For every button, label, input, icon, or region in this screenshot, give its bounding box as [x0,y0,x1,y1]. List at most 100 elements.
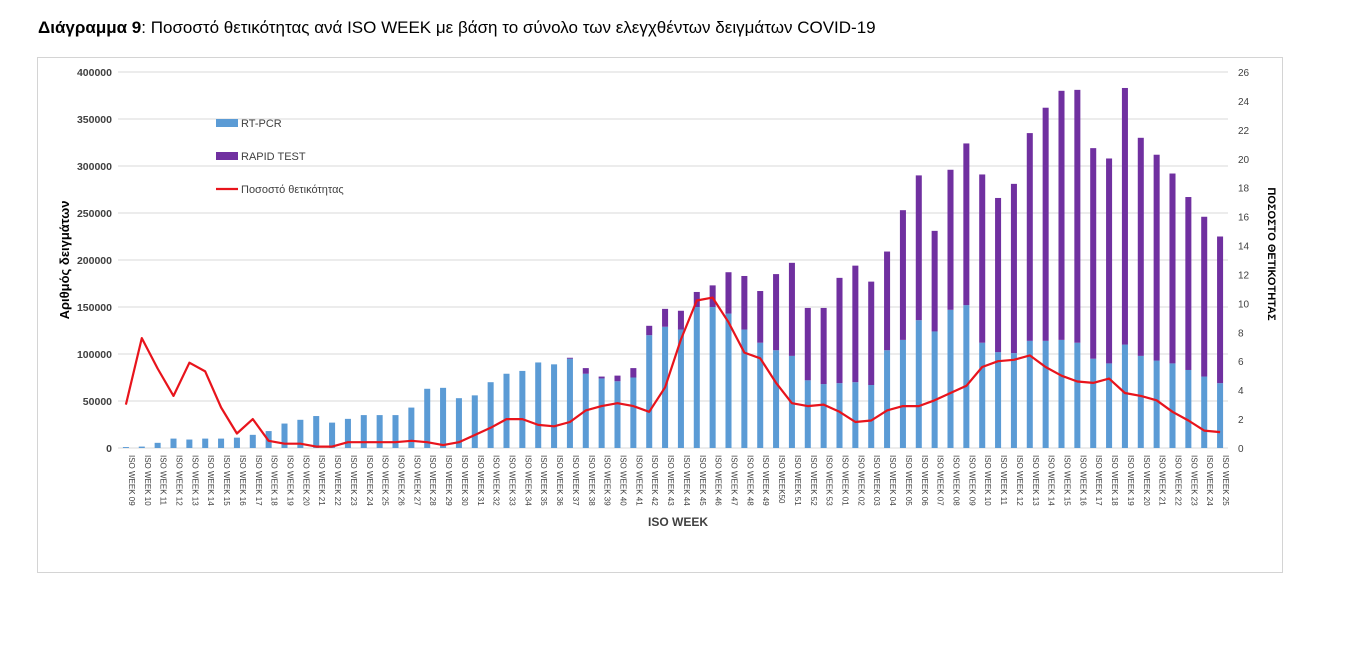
bar-rt-pcr [313,416,320,448]
legend-label: Ποσοστό θετικότητας [241,184,344,196]
bar-rapid-test [947,169,954,310]
legend-label: RT-PCR [241,118,282,130]
x-tick-label: ISO WEEK 20 [301,455,310,506]
bar-rt-pcr [551,364,558,448]
x-tick-label: ISO WEEK 23 [1189,455,1198,506]
bar-rt-pcr [1169,363,1176,448]
bar-rt-pcr [487,382,494,448]
bar-rt-pcr [297,419,304,448]
bar-rapid-test [899,210,906,340]
bar-rt-pcr [329,422,336,448]
bar-rapid-test [1106,158,1113,364]
bar-rapid-test [709,285,716,307]
left-tick-label: 250000 [77,208,112,220]
bar-rapid-test [614,375,621,382]
bar-rt-pcr [836,383,843,448]
bar-rapid-test [931,230,938,332]
x-tick-label: ISO WEEK 41 [634,455,643,506]
bar-rt-pcr [963,305,970,448]
chart-frame [37,57,1283,573]
x-tick-label: ISO WEEK 22 [1174,455,1183,506]
x-tick-label: ISO WEEK 19 [286,455,295,506]
bar-rapid-test [1121,87,1128,345]
left-tick-label: 400000 [77,67,112,79]
x-tick-label: ISO WEEK 45 [698,455,707,506]
bar-rt-pcr [1106,363,1113,448]
x-tick-label: ISO WEEK 13 [1031,455,1040,506]
x-tick-label: ISO WEEK 36 [555,455,564,506]
bar-rt-pcr [1121,344,1128,448]
x-tick-label: ISO WEEK 32 [492,455,501,506]
x-tick-label: ISO WEEK 18 [1110,455,1119,506]
bar-rt-pcr [566,358,573,448]
bar-rt-pcr [154,442,161,448]
right-tick-label: 8 [1238,328,1244,339]
right-tick-label: 6 [1238,357,1244,368]
right-tick-label: 0 [1238,444,1244,455]
left-tick-label: 150000 [77,302,112,314]
bar-rapid-test [1042,107,1049,341]
bar-rapid-test [598,376,605,379]
right-tick-label: 12 [1238,270,1250,281]
x-tick-label: ISO WEEK 10 [143,455,152,506]
x-axis-ticks: ISO WEEK 09 ISO WEEK 10 ISO WEEK 11 ISO WEE… [127,455,1230,506]
x-tick-label: ISO WEEK 11 [159,455,168,506]
x-tick-label: ISO WEEK 52 [809,455,818,506]
bar-rapid-test [995,197,1002,353]
x-tick-label: ISO WEEK 12 [175,455,184,506]
x-tick-label: ISO WEEK 33 [508,455,517,506]
bar-rt-pcr [693,307,700,448]
bar-rt-pcr [646,335,653,448]
x-tick-label: ISO WEEK 11 [999,455,1008,506]
bar-series [122,87,1224,448]
x-tick-label: ISO WEEK 44 [682,455,691,506]
x-tick-label: ISO WEEK 38 [587,455,596,506]
x-tick-label: ISO WEEK 43 [666,455,675,506]
x-tick-label: ISO WEEK 53 [825,455,834,506]
bar-rt-pcr [804,380,811,448]
bar-rapid-test [820,307,827,385]
bar-rapid-test [741,275,748,330]
bar-rt-pcr [630,377,637,448]
bar-rapid-test [788,262,795,356]
x-tick-label: ISO WEEK 42 [650,455,659,506]
bar-rt-pcr [899,339,906,448]
bar-rt-pcr [392,415,399,448]
x-tick-label: ISO WEEK 24 [1205,455,1214,506]
bar-rt-pcr [931,331,938,448]
x-tick-label: ISO WEEK 08 [952,455,961,506]
bar-rt-pcr [614,381,621,448]
x-axis-title: ISO WEEK [648,515,708,529]
x-tick-label: ISO WEEK 21 [317,455,326,506]
x-tick-label: ISO WEEK 29 [444,455,453,506]
bar-rapid-test [1090,148,1097,359]
right-tick-label: 16 [1238,213,1250,224]
bar-rapid-test [1010,183,1017,354]
bar-rt-pcr [424,388,431,448]
bar-rt-pcr [979,342,986,448]
bar-rt-pcr [1058,339,1065,448]
positivity-line [124,296,1221,448]
x-tick-label: ISO WEEK 15 [222,455,231,506]
right-tick-label: 18 [1238,184,1250,195]
bar-rapid-test [884,251,891,351]
x-tick-label: ISO WEEK 10 [983,455,992,506]
bar-rapid-test [662,308,669,327]
bar-rt-pcr [1153,360,1160,448]
bar-rt-pcr [915,320,922,448]
bar-rapid-test [630,368,637,378]
bar-rt-pcr [709,307,716,448]
figure-caption: Διάγραμμα 9: Ποσοστό θετικότητας ανά ISO… [38,18,876,38]
x-tick-label: ISO WEEK 04 [888,455,897,506]
x-tick-label: ISO WEEK 30 [460,455,469,506]
right-tick-label: 10 [1238,299,1250,310]
x-tick-label: ISO WEEK 05 [904,455,913,506]
right-tick-label: 4 [1238,386,1244,397]
bar-rt-pcr [1137,355,1144,448]
bar-rapid-test [725,272,732,314]
right-tick-label: 2 [1238,415,1244,426]
x-tick-label: ISO WEEK 48 [745,455,754,506]
bar-rapid-test [773,274,780,351]
bar-rapid-test [1185,197,1192,370]
